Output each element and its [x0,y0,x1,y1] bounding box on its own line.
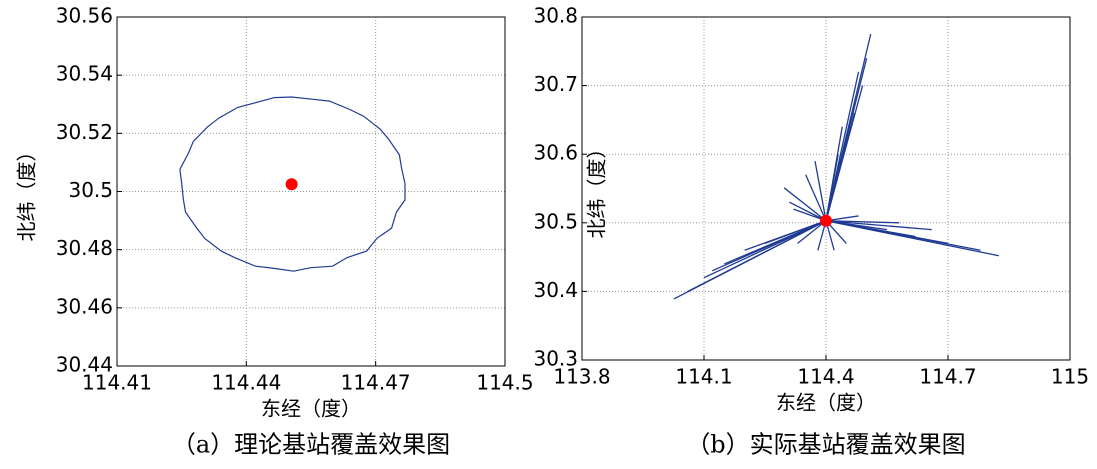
subplot: 113.8 114.1 114.4 114.7 115 30.3 30.4 30.5 30.6 3… [533,4,1089,459]
coverage-spoke [825,220,900,224]
x-tick-label: 115 [1051,365,1089,389]
x-tick-label: 114.4 [797,365,854,389]
y-tick-label: 30.5 [533,209,578,233]
y-tick-label: 30.3 [533,347,578,371]
x-tick-label: 114.41 [82,371,152,395]
caption: （a）理论基站覆盖效果图 [172,431,450,459]
plot-frame [581,16,1071,361]
y-tick-label: 30.8 [533,4,578,28]
y-axis-label: 北纬（度） [585,139,609,239]
y-tick-label: 30.56 [56,4,113,28]
caption: （b）实际基站覆盖效果图 [686,431,965,459]
plot-area [117,17,505,366]
y-tick-label: 30.52 [56,120,113,144]
x-tick-label: 113.8 [553,365,610,389]
coverage-spoke [789,201,827,222]
coverage-spoke [825,220,932,231]
coverage-spoke [805,174,827,222]
y-tick-label: 30.7 [533,72,578,96]
coverage-spoke [711,220,827,272]
y-tick-label: 30.6 [533,141,578,165]
base-station [285,178,298,191]
coverage-spoke [687,220,827,292]
coverage-spoke [783,187,827,222]
coverage-ring [179,96,406,272]
y-tick-label: 30.4 [533,278,578,302]
base-station [820,214,832,227]
y-tick-label: 30.44 [56,353,113,377]
coverage-spoke [797,220,827,244]
coverage-spoke [825,71,860,221]
x-tick-label: 114.47 [341,371,411,395]
coverage-spoke [825,126,843,221]
coverage-spoke [814,160,827,221]
y-tick-label: 30.5 [68,178,113,202]
subplot: 114.41 114.44 114.47 114.5 30.44 30.46 30.48 30… [15,4,534,459]
x-axis-label: 东经（度） [776,391,876,415]
y-axis-label: 北纬（度） [15,142,39,242]
x-tick-label: 114.1 [675,365,732,389]
x-tick-label: 114.5 [476,371,533,395]
x-tick-label: 114.7 [919,365,976,389]
coverage-spoke [825,220,888,231]
plot-frame [116,16,506,367]
y-tick-label: 30.46 [56,294,113,318]
x-tick-label: 114.44 [211,371,281,395]
x-axis-label: 东经（度） [261,397,361,421]
y-tick-label: 30.48 [56,236,113,260]
y-tick-label: 30.54 [56,62,113,86]
